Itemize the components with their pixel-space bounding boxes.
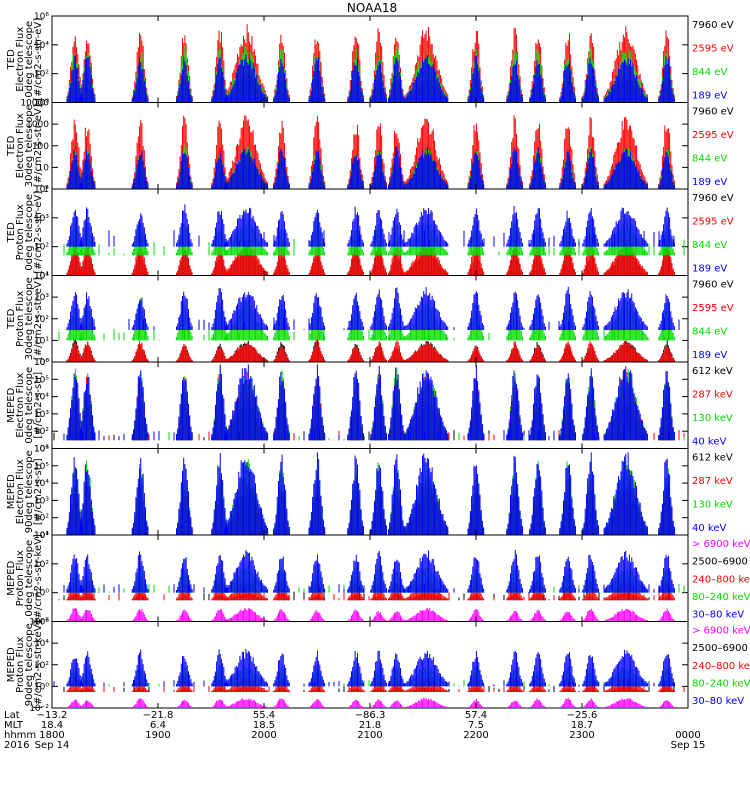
legend-entry: 844 eV (692, 154, 727, 165)
legend-entry: 844 eV (692, 327, 727, 338)
panel-legend: 7960 eV 2595 eV 844 eV 189 eV (692, 20, 734, 102)
legend-entry: 2595 eV (692, 44, 734, 55)
y-tick-label: 10⁰ (34, 358, 49, 368)
y-tick-label: 1000 (26, 120, 49, 130)
y-tick-label: 10³ (34, 214, 49, 224)
panel-legend: 7960 eV 2595 eV 844 eV 189 eV (692, 107, 734, 189)
y-tick-label: 10⁴ (34, 272, 49, 282)
series-2595-ev (66, 24, 675, 103)
y-axis-label-line: Proton Flux (15, 291, 26, 347)
y-axis-label-line: [#/cm2-s-str-eV] (33, 104, 44, 187)
panel-series (66, 24, 675, 103)
y-axis-label-line: TED (6, 49, 17, 70)
legend-entry: 189 eV (692, 91, 727, 102)
y-tick-label: 10¹ (34, 336, 49, 346)
y-axis-label: TEDElectron Flux30deg telescope[#/cm2-s-… (6, 104, 44, 187)
legend-entry: 189 eV (692, 350, 727, 361)
y-tick-label: 10² (34, 315, 49, 325)
legend-entry: 2595 eV (692, 217, 734, 228)
y-axis-label-line: Proton Flux (15, 204, 26, 260)
panel-series (66, 115, 675, 189)
y-tick-label: 100 (32, 142, 49, 152)
y-axis-label-line: 0deg telescope (24, 194, 35, 271)
y-axis-label: TEDProton Flux0deg telescope[#/cm2-s-str… (6, 191, 44, 274)
panel-series (58, 286, 680, 362)
series-189-ev (66, 54, 675, 103)
y-tick-label: 10⁶ (34, 12, 49, 22)
y-tick-label: 10² (34, 70, 49, 80)
y-tick-label: 10³ (34, 293, 49, 303)
series-844-ev (58, 296, 675, 341)
y-axis-label-line: [#/cm2-s-str-eV] (33, 277, 44, 360)
legend-entry: 844 eV (692, 67, 727, 78)
legend-entry: 7960 eV (692, 107, 734, 118)
series-844-ev (66, 44, 675, 103)
y-axis-label-line: TED (6, 135, 17, 156)
y-axis-label-line: TED (6, 308, 17, 329)
y-tick-label: 10⁰ (34, 99, 49, 109)
legend-entry: 844 eV (692, 240, 727, 251)
y-axis-label-line: 30deg telescope (24, 277, 35, 360)
y-axis-label-line: [#/cm2-s-str-eV] (33, 18, 44, 101)
legend-entry: 7960 eV (692, 193, 734, 204)
legend-entry: 189 eV (692, 264, 727, 275)
series-2595-ev (66, 237, 675, 276)
y-axis-label: TEDElectron Flux0deg telescope[#/cm2-s-s… (6, 18, 44, 101)
y-tick-label: 10⁴ (34, 185, 49, 195)
y-axis-label: TEDProton Flux30deg telescope[#/cm2-s-st… (6, 277, 44, 360)
y-axis-label-line: Electron Flux (15, 27, 26, 92)
panel-series (63, 204, 685, 276)
y-axis-label-line: Electron Flux (15, 113, 26, 178)
legend-entry: 7960 eV (692, 280, 734, 291)
series-189-ev (66, 204, 675, 247)
y-tick-label: 10² (34, 243, 49, 253)
y-axis-label-line: 30deg telescope (24, 104, 35, 187)
y-tick-label: 10000 (20, 99, 49, 109)
series-7960-ev (66, 146, 675, 189)
y-tick-label: 10 (38, 163, 50, 173)
y-tick-label: 10⁴ (34, 41, 49, 51)
legend-entry: 7960 eV (692, 20, 734, 31)
y-tick-label: 1 (43, 185, 49, 195)
panel-legend: 7960 eV 2595 eV 844 eV 189 eV (692, 193, 734, 275)
series-844-ev (66, 145, 675, 189)
y-axis-label-line: 0deg telescope (24, 21, 35, 98)
legend-entry: 2595 eV (692, 130, 734, 141)
y-axis-label-line: [#/cm2-s-str-eV] (33, 191, 44, 274)
series-2595-ev (66, 339, 675, 362)
y-axis-label-line: TED (6, 222, 17, 243)
chart-title: NOAA18 (347, 1, 397, 15)
series-2595-ev (66, 115, 675, 189)
legend-entry: 2595 eV (692, 303, 734, 314)
y-tick-label: 10¹ (34, 272, 49, 282)
series-189-ev (66, 146, 675, 189)
legend-entry: 189 eV (692, 177, 727, 188)
panel-legend: 7960 eV 2595 eV 844 eV 189 eV (692, 280, 734, 362)
